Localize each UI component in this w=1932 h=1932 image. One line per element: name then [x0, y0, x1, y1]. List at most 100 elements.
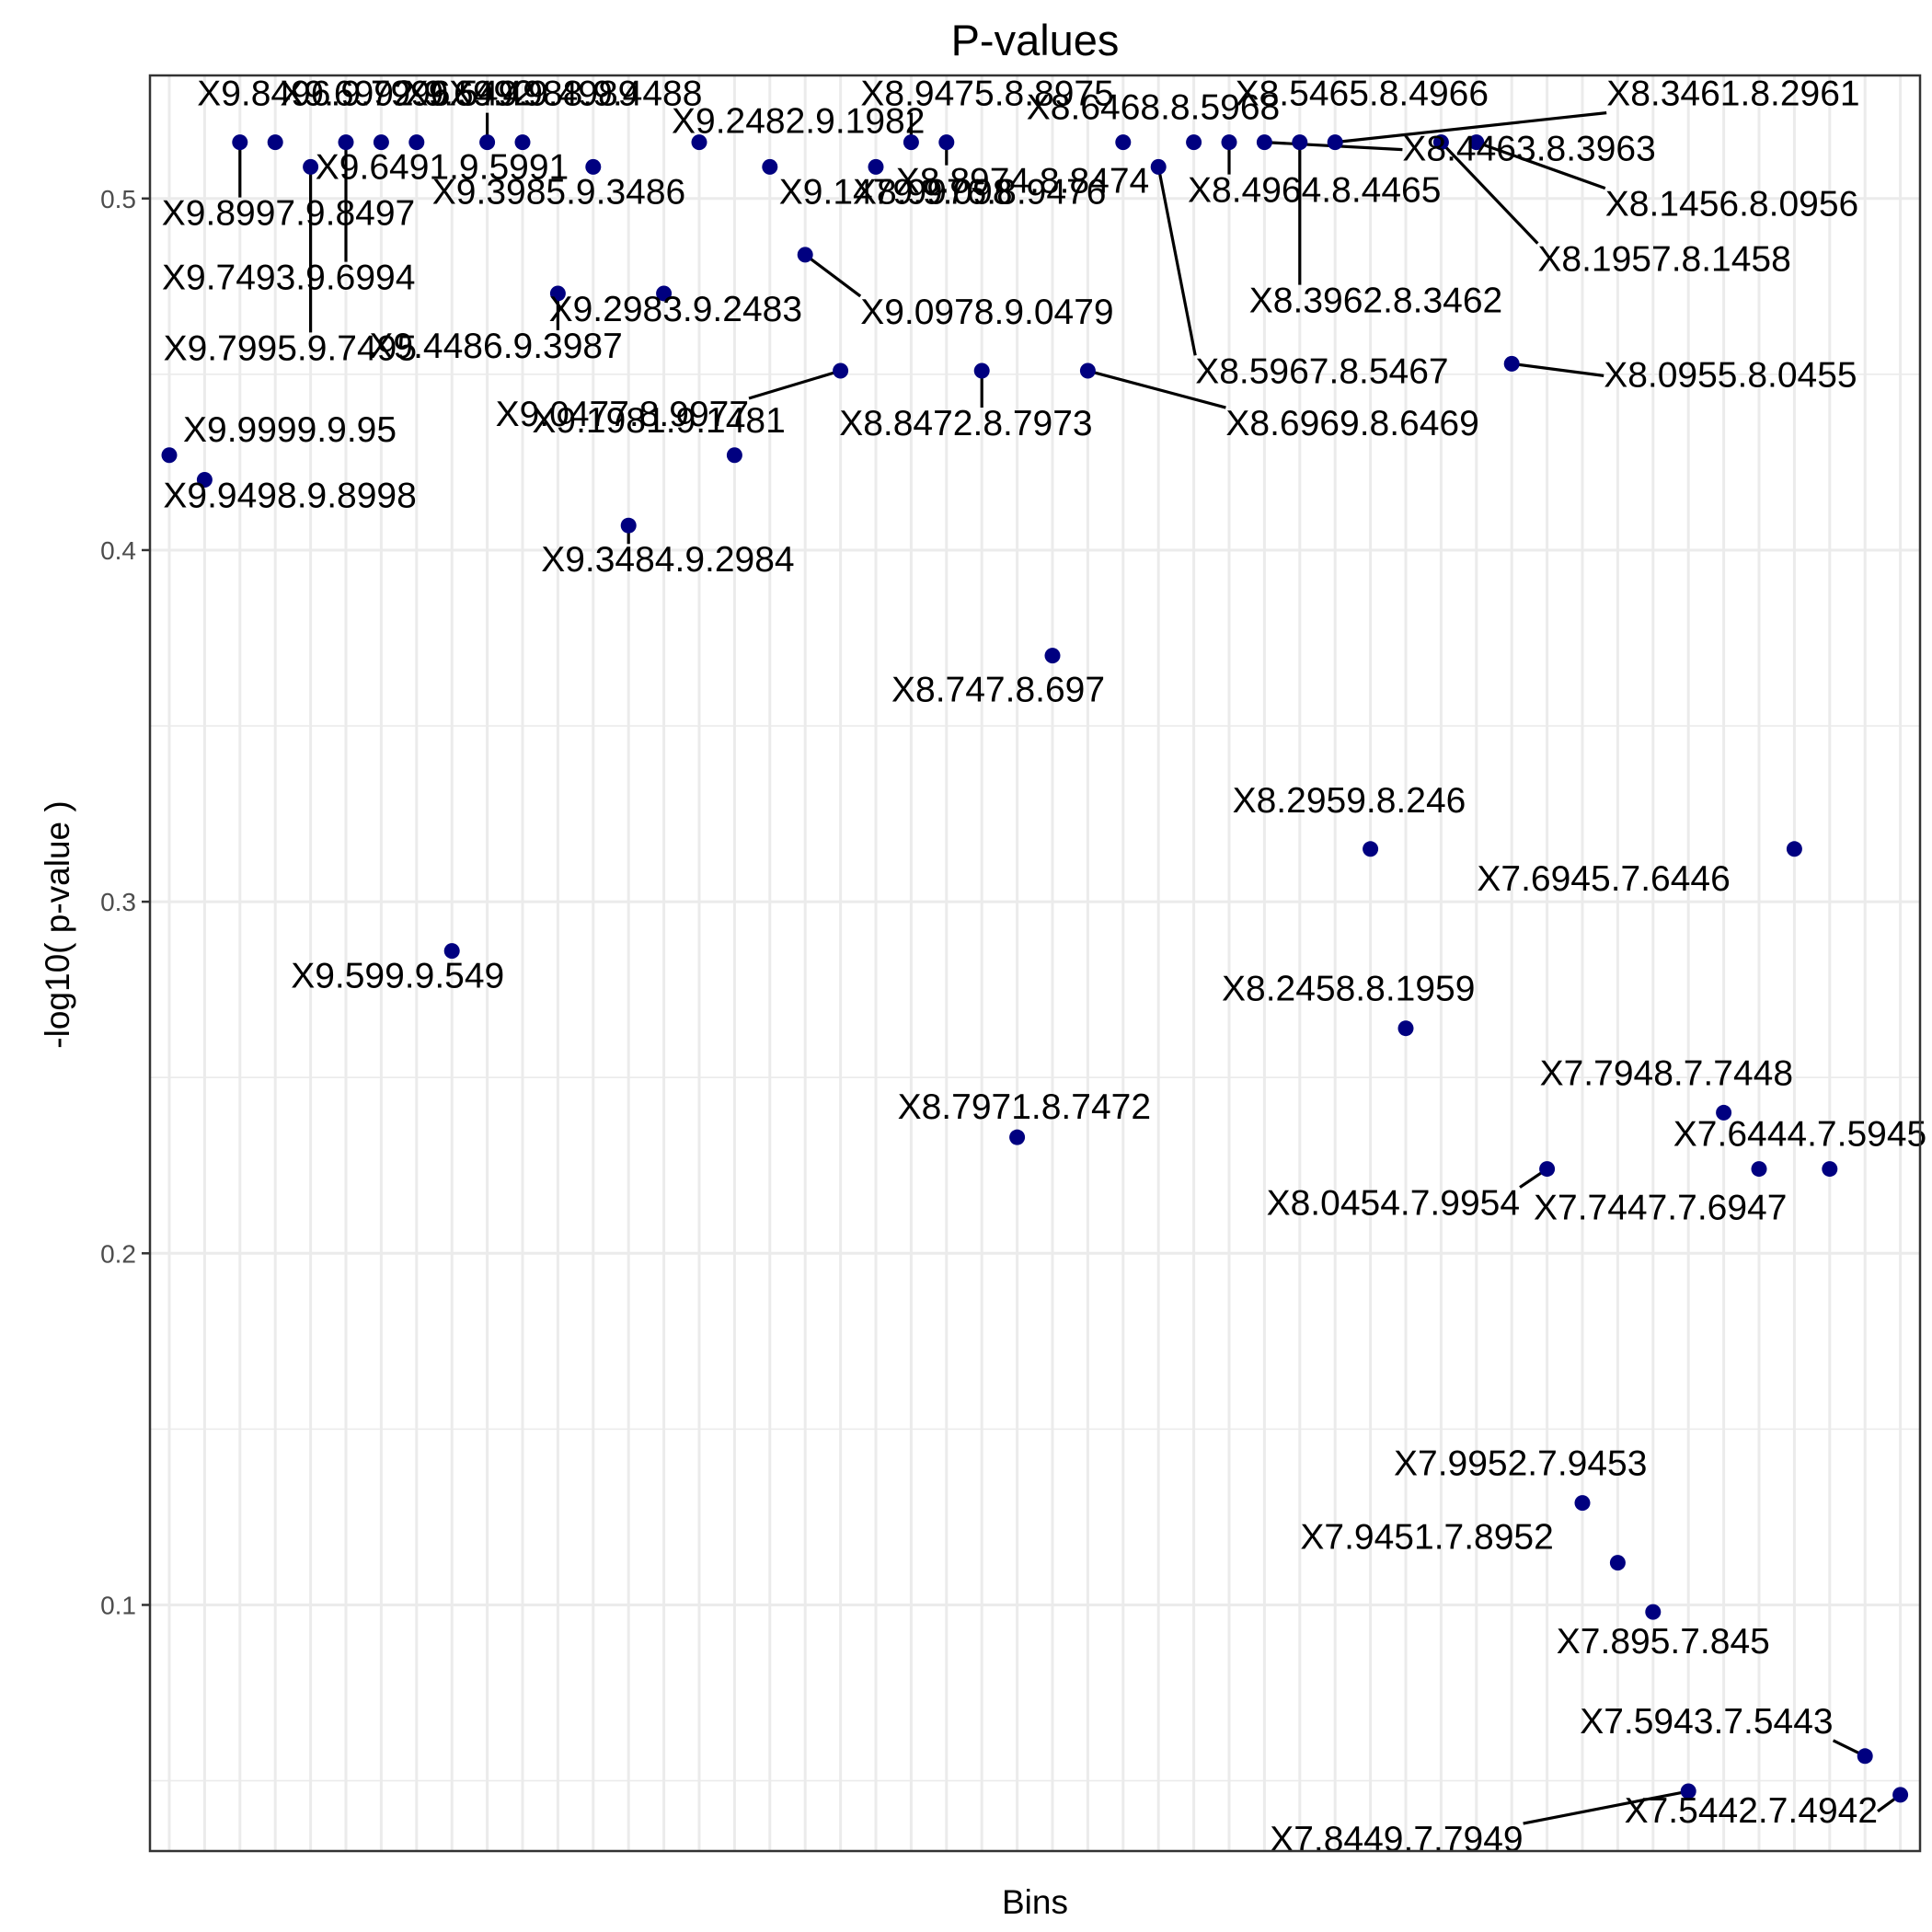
y-tick-label: 0.1: [100, 1591, 136, 1619]
data-point: [549, 285, 566, 302]
point-label: X7.5943.7.5443: [1580, 1702, 1833, 1742]
leader-line: [1440, 141, 1539, 245]
data-point: [1186, 134, 1202, 151]
y-tick-label: 0.2: [100, 1239, 136, 1268]
point-label: X9.549.9.4989: [405, 75, 638, 114]
data-point: [868, 158, 884, 175]
data-point: [1751, 1161, 1767, 1178]
point-label: X7.7948.7.7448: [1540, 1053, 1793, 1093]
point-label: X9.6992.9.6492: [280, 75, 533, 114]
leader-lines: [238, 111, 1902, 1825]
data-point: [232, 134, 248, 151]
leader-line: [1511, 362, 1604, 377]
point-label: X9.1981.9.1481: [532, 401, 785, 441]
point-label: X7.5442.7.4942: [1625, 1791, 1878, 1831]
grid-lines: [150, 75, 1920, 1851]
point-label: X8.5465.8.4966: [1236, 75, 1489, 114]
data-point: [1716, 1104, 1732, 1121]
point-label: X9.599.9.549: [291, 957, 504, 996]
y-tick-label: 0.4: [100, 536, 136, 565]
point-label: X7.9451.7.8952: [1300, 1518, 1553, 1558]
data-point: [373, 134, 389, 151]
point-label: X7.895.7.845: [1557, 1622, 1770, 1662]
data-point: [1150, 158, 1167, 175]
data-point: [338, 134, 354, 151]
point-label: X9.0477.8.9977: [496, 395, 749, 434]
x-axis-title: Bins: [1002, 1883, 1068, 1921]
data-point: [161, 447, 178, 464]
point-label: X8.1957.8.1458: [1537, 240, 1790, 280]
point-label: X8.2959.8.246: [1233, 781, 1466, 821]
data-point: [1892, 1787, 1909, 1803]
data-point: [514, 134, 531, 151]
data-point: [1503, 355, 1520, 372]
point-label: X8.8472.8.7973: [839, 404, 1092, 443]
point-label: X9.4988.9.4488: [449, 75, 702, 114]
point-label: X8.3962.8.3462: [1249, 282, 1502, 321]
data-point: [1327, 134, 1343, 151]
y-axis: 0.1 0.2 0.3 0.4 0.5: [100, 185, 150, 1619]
point-label: X9.1479.9.098: [779, 172, 1013, 212]
point-label: X8.4463.8.3963: [1402, 130, 1655, 169]
point-label: X8.5967.8.5467: [1195, 351, 1448, 391]
data-point: [1432, 134, 1449, 151]
point-label: X9.9498.9.8998: [163, 477, 416, 516]
data-point: [1397, 1020, 1414, 1037]
data-point: [656, 285, 673, 302]
data-point: [938, 134, 955, 151]
data-point: [1609, 1555, 1626, 1571]
data-point: [1115, 134, 1132, 151]
data-point: [797, 247, 813, 263]
point-label: X8.0454.7.9954: [1267, 1184, 1520, 1224]
data-point: [1044, 648, 1061, 664]
data-point: [585, 158, 602, 175]
data-point: [1822, 1161, 1838, 1178]
data-point: [1292, 134, 1308, 151]
point-label: X9.4486.9.3987: [369, 327, 622, 366]
data-point: [1680, 1783, 1696, 1800]
y-axis-title: -log10( p-value ): [39, 800, 76, 1048]
point-label: X9.3484.9.2984: [541, 540, 794, 580]
point-label: X7.7447.7.6947: [1534, 1189, 1787, 1228]
data-point: [973, 362, 990, 379]
point-label: X8.747.8.697: [891, 671, 1105, 710]
point-label: X7.8449.7.7949: [1270, 1820, 1523, 1859]
data-point: [1857, 1748, 1873, 1765]
data-point: [196, 472, 213, 489]
point-label: X8.9475.8.8975: [860, 75, 1113, 114]
point-label: X9.0978.9.0479: [860, 293, 1113, 332]
point-label: X9.8496.9.7996: [197, 75, 450, 114]
data-point: [691, 134, 707, 151]
data-point: [833, 362, 849, 379]
point-label: X8.8974.8.8474: [896, 162, 1149, 201]
leader-line: [1476, 141, 1606, 190]
data-point: [408, 134, 425, 151]
data-point: [1645, 1604, 1662, 1620]
data-point: [1786, 841, 1802, 857]
point-label: X8.3461.8.2961: [1606, 75, 1859, 114]
data-point: [620, 517, 637, 534]
point-label: X9.6491.9.5991: [316, 148, 569, 188]
data-point: [1079, 362, 1096, 379]
point-label: X9.2983.9.2483: [549, 290, 802, 329]
data-point: [1363, 841, 1379, 857]
leader-line: [1523, 1789, 1689, 1825]
data-points: [161, 134, 1909, 1803]
data-point: [1009, 1129, 1026, 1145]
point-label: X8.4964.8.4465: [1188, 171, 1441, 211]
data-point: [726, 447, 742, 464]
point-label: X9.7493.9.6994: [162, 259, 415, 298]
leader-line: [804, 253, 862, 298]
point-label: X8.2458.8.1959: [1222, 970, 1475, 1009]
point-label: X9.9999.9.95: [183, 410, 397, 450]
data-point: [443, 943, 460, 960]
point-label: X7.6945.7.6446: [1477, 859, 1730, 899]
data-point: [1468, 134, 1485, 151]
panel-border: [148, 74, 1922, 1853]
point-label: X8.1456.8.0956: [1605, 185, 1858, 224]
data-point: [1221, 134, 1237, 151]
y-tick-label: 0.5: [100, 185, 136, 213]
point-label: X7.9952.7.9453: [1394, 1444, 1647, 1484]
